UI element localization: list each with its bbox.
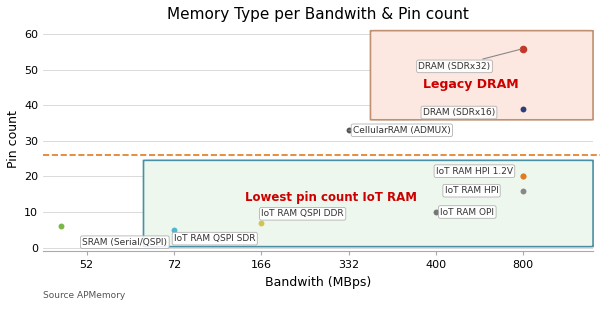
Y-axis label: Pin count: Pin count xyxy=(7,110,20,168)
Text: DRAM (SDRx16): DRAM (SDRx16) xyxy=(423,108,495,117)
Title: Memory Type per Bandwith & Pin count: Memory Type per Bandwith & Pin count xyxy=(167,7,469,22)
Text: DRAM (SDRx32): DRAM (SDRx32) xyxy=(418,49,521,71)
Text: IoT RAM QSPI DDR: IoT RAM QSPI DDR xyxy=(262,209,344,218)
Text: IoT RAM QSPI SDR: IoT RAM QSPI SDR xyxy=(174,234,256,243)
Point xyxy=(518,46,528,51)
Text: IoT RAM OPI: IoT RAM OPI xyxy=(440,207,494,216)
Text: Source APMemory: Source APMemory xyxy=(43,291,125,300)
Point xyxy=(257,220,266,225)
Text: IoT RAM HPI 1.2V: IoT RAM HPI 1.2V xyxy=(436,167,513,176)
Text: Lowest pin count IoT RAM: Lowest pin count IoT RAM xyxy=(245,191,417,204)
X-axis label: Bandwith (MBps): Bandwith (MBps) xyxy=(265,276,371,289)
FancyBboxPatch shape xyxy=(143,160,593,247)
Text: Legacy DRAM: Legacy DRAM xyxy=(423,78,518,91)
Text: SRAM (Serial/QSPI): SRAM (Serial/QSPI) xyxy=(82,238,167,247)
FancyBboxPatch shape xyxy=(370,31,593,120)
Point xyxy=(518,188,528,193)
Point xyxy=(518,174,528,179)
Point xyxy=(518,107,528,112)
Text: CellularRAM (ADMUX): CellularRAM (ADMUX) xyxy=(349,126,451,135)
Point xyxy=(169,227,179,232)
Text: IoT RAM HPI: IoT RAM HPI xyxy=(445,186,499,195)
Point xyxy=(56,224,65,229)
Point xyxy=(344,128,353,133)
Point xyxy=(431,210,441,215)
